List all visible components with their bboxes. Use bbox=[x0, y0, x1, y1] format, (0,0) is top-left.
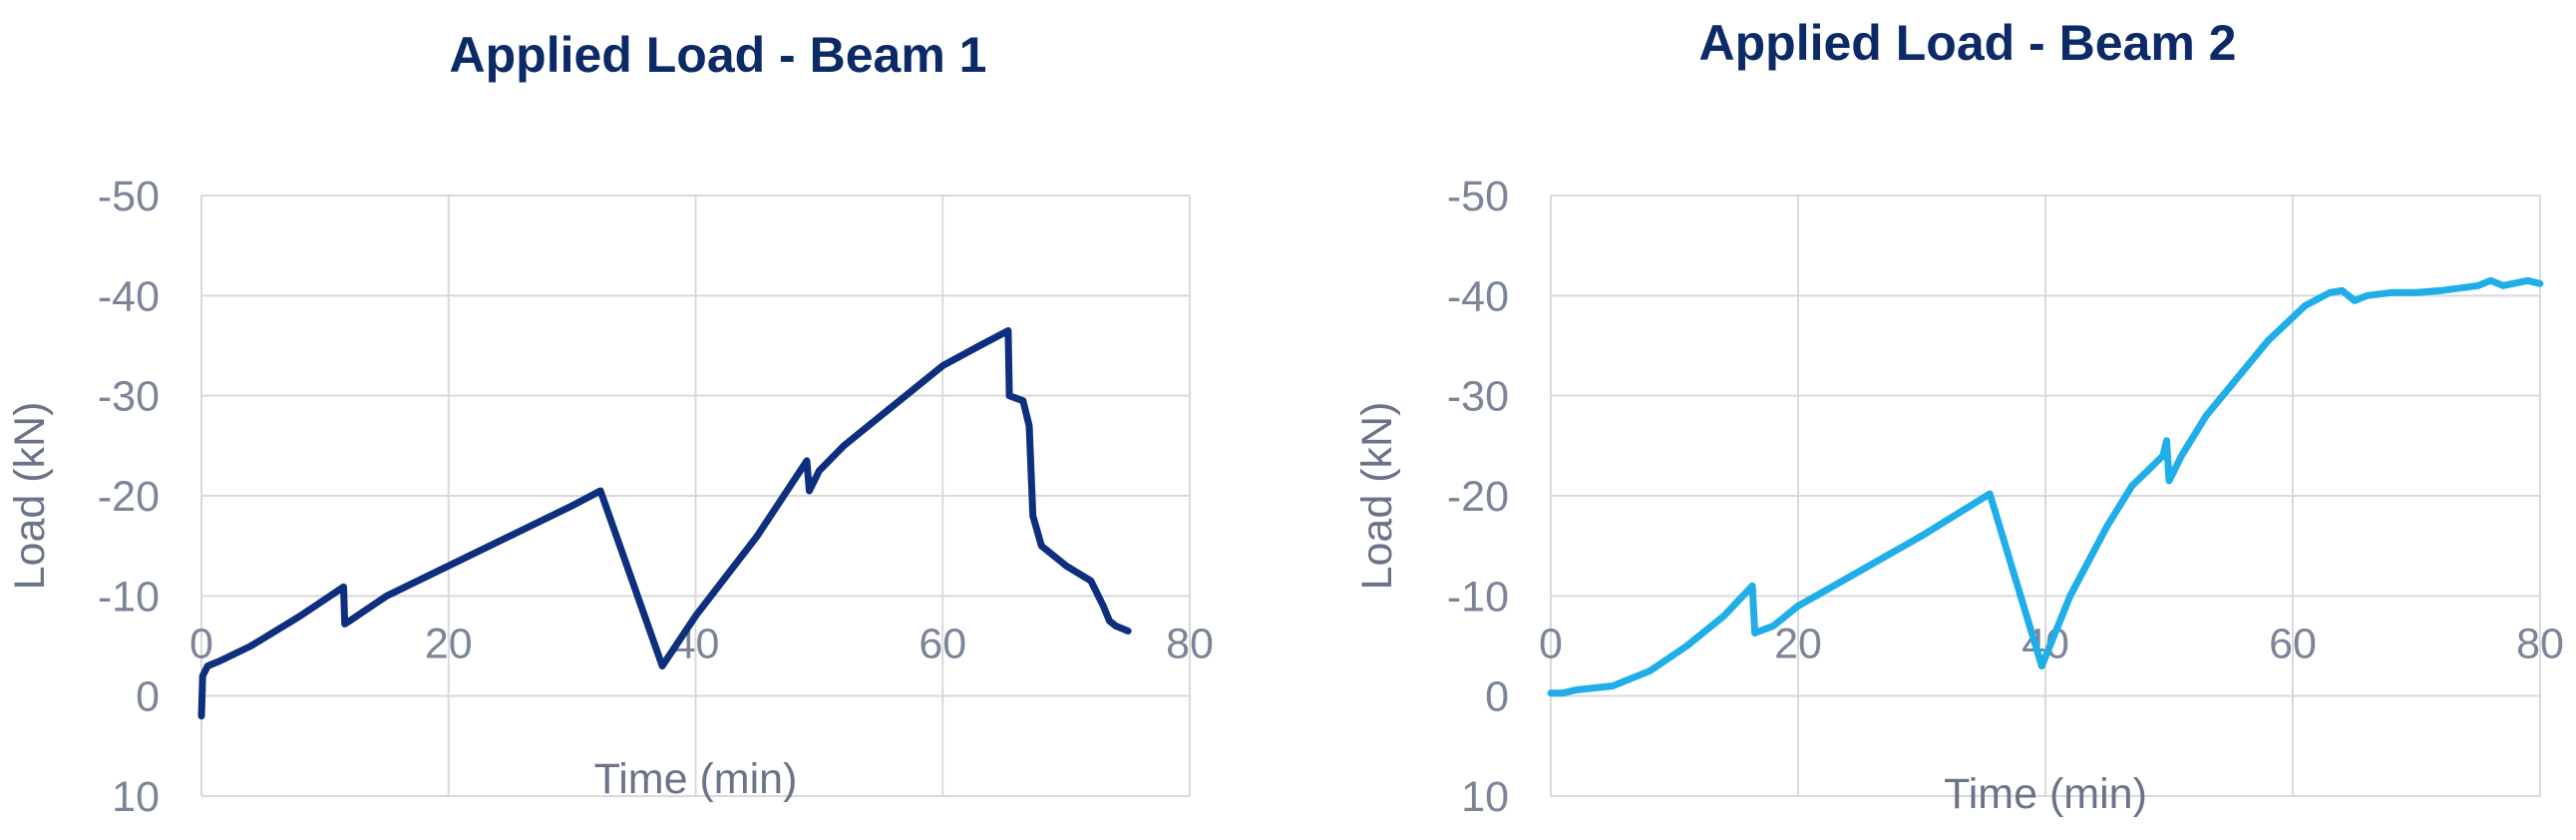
x-tick-label: 20 bbox=[425, 621, 473, 668]
x-tick-label: 60 bbox=[2269, 621, 2317, 668]
y-tick-label: 0 bbox=[1485, 673, 1509, 721]
x-tick-label: 80 bbox=[2516, 621, 2564, 668]
y-tick-label: -20 bbox=[1447, 473, 1509, 521]
series-line bbox=[197, 327, 1132, 720]
x-tick-label: 0 bbox=[1539, 621, 1563, 668]
y-tick-label: -40 bbox=[1447, 272, 1509, 320]
series-line bbox=[1547, 276, 2544, 697]
y-tick-label: -30 bbox=[1447, 373, 1509, 421]
x-tick-label: 60 bbox=[919, 621, 966, 668]
y-tick-label: 10 bbox=[112, 773, 160, 821]
y-tick-label: -10 bbox=[1447, 573, 1509, 621]
chart-beam-1: Applied Load - Beam 1 -50 -40 -30 -20 -10 0 10 0… bbox=[6, 27, 1214, 821]
y-tick-label: -40 bbox=[98, 272, 160, 320]
y-tick-label: -10 bbox=[98, 573, 160, 621]
x-tick-label: 20 bbox=[1774, 621, 1822, 668]
y-tick-label: -30 bbox=[98, 373, 160, 421]
chart-title: Applied Load - Beam 2 bbox=[1699, 15, 2237, 71]
x-axis-label: Time (min) bbox=[1944, 770, 2147, 818]
y-axis-label: Load (kN) bbox=[6, 402, 54, 591]
x-tick-label: 0 bbox=[189, 621, 213, 668]
chart-title: Applied Load - Beam 1 bbox=[450, 27, 987, 83]
y-tick-label: 10 bbox=[1461, 773, 1509, 821]
y-tick-label: -20 bbox=[98, 473, 160, 521]
y-tick-label: 0 bbox=[136, 673, 160, 721]
y-axis-label: Load (kN) bbox=[1353, 402, 1401, 591]
x-axis-label: Time (min) bbox=[594, 755, 798, 803]
y-tick-label: -50 bbox=[1447, 173, 1509, 220]
x-tick-label: 80 bbox=[1166, 621, 1214, 668]
chart-beam-2: Applied Load - Beam 2 -50 -40 -30 -20 -10 0 10 0… bbox=[1353, 15, 2564, 821]
y-tick-label: -50 bbox=[98, 173, 160, 220]
